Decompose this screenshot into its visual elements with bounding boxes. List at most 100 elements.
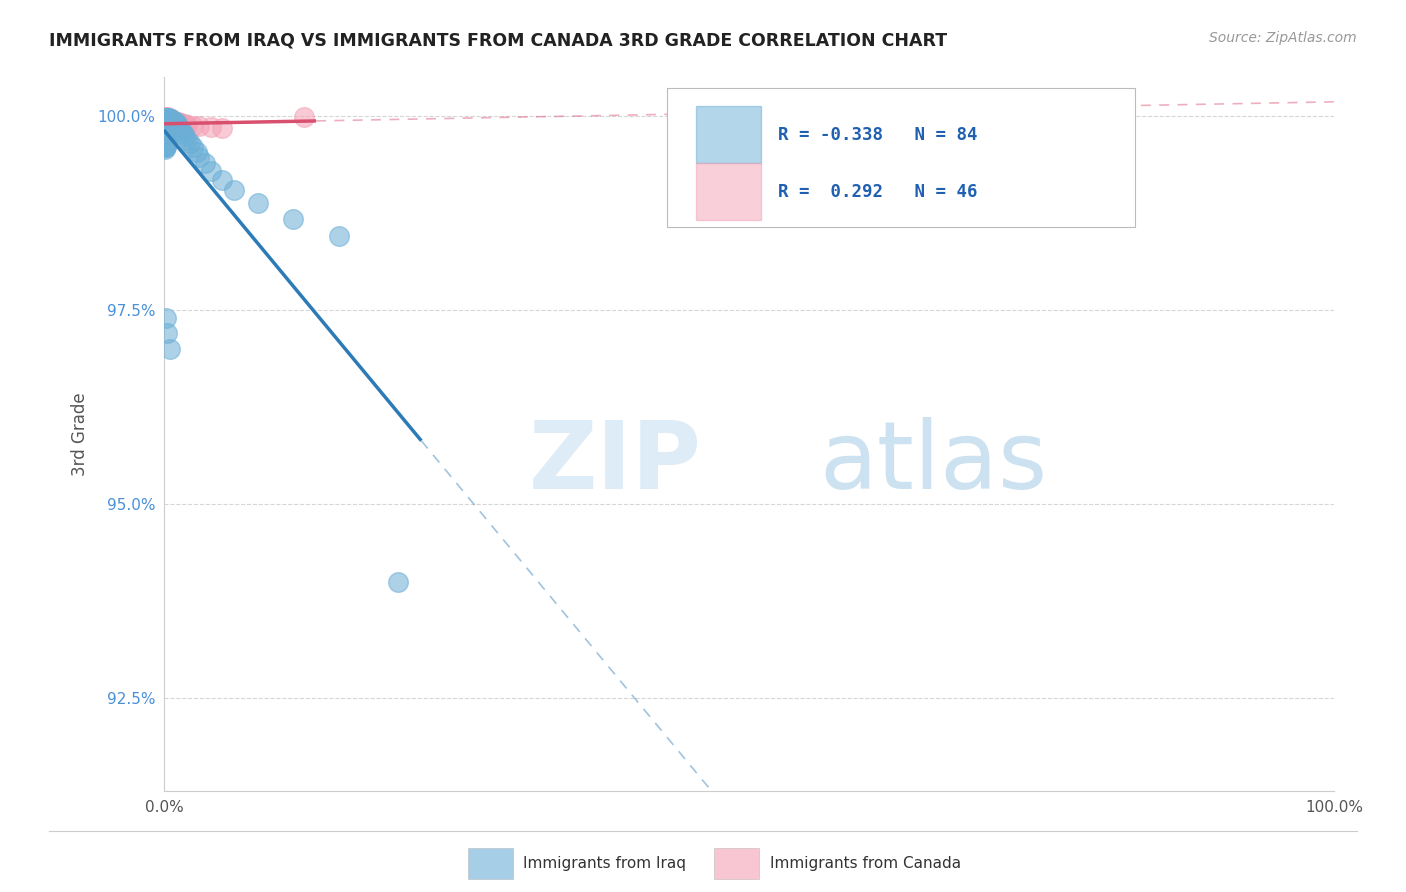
Point [162, 114, 184, 128]
Point [157, 114, 180, 128]
Point [155, 310, 177, 325]
Point [292, 110, 315, 124]
Point [188, 150, 211, 164]
Point [156, 129, 179, 144]
Point [155, 113, 177, 128]
Point [157, 126, 180, 140]
Point [160, 116, 183, 130]
Point [170, 123, 193, 137]
Point [155, 111, 177, 125]
Text: ZIP: ZIP [529, 417, 702, 508]
Point [155, 118, 177, 132]
Point [157, 111, 180, 125]
Point [181, 140, 204, 154]
Point [153, 118, 176, 132]
Point [155, 124, 177, 138]
Point [153, 137, 176, 152]
Point [153, 128, 176, 142]
Point [156, 113, 179, 128]
Point [328, 229, 350, 244]
Point [153, 142, 176, 156]
Point [153, 134, 176, 148]
Point [162, 117, 184, 131]
Point [153, 129, 176, 144]
Point [156, 126, 179, 140]
Point [156, 110, 179, 124]
Point [156, 123, 179, 137]
Text: Immigrants from Iraq: Immigrants from Iraq [523, 856, 686, 871]
Point [157, 117, 180, 131]
Text: R =  0.292   N = 46: R = 0.292 N = 46 [778, 183, 977, 201]
Point [156, 111, 179, 125]
Point [172, 126, 194, 140]
Point [153, 115, 176, 129]
Point [246, 196, 269, 211]
Point [167, 115, 190, 129]
Point [155, 112, 177, 127]
Text: Source: ZipAtlas.com: Source: ZipAtlas.com [1209, 31, 1357, 45]
Point [153, 122, 176, 136]
Point [155, 122, 177, 136]
Point [160, 113, 183, 128]
Point [165, 115, 187, 129]
Point [153, 117, 176, 131]
Point [224, 183, 246, 197]
Point [153, 111, 176, 125]
Point [153, 120, 176, 134]
Point [160, 119, 183, 133]
Point [387, 574, 409, 589]
Point [167, 119, 190, 133]
FancyBboxPatch shape [696, 163, 761, 220]
Point [159, 114, 181, 128]
Point [160, 112, 183, 127]
Text: R = -0.338   N = 84: R = -0.338 N = 84 [778, 126, 977, 144]
Point [153, 114, 176, 128]
Point [153, 138, 176, 153]
Point [157, 119, 180, 133]
Point [153, 120, 176, 135]
Point [153, 140, 176, 154]
Point [165, 114, 187, 128]
Point [170, 116, 193, 130]
Point [194, 155, 217, 169]
Point [155, 114, 177, 128]
Point [281, 211, 304, 226]
Point [153, 119, 176, 133]
Point [156, 114, 179, 128]
Point [153, 116, 176, 130]
Point [160, 118, 183, 132]
Point [153, 112, 176, 127]
Point [156, 120, 179, 134]
Point [155, 140, 177, 154]
Point [160, 123, 183, 137]
Point [153, 112, 176, 126]
Point [156, 326, 179, 341]
Point [156, 126, 179, 140]
Point [163, 114, 186, 128]
Point [162, 120, 184, 134]
Point [159, 118, 181, 132]
Point [159, 342, 181, 356]
Point [153, 123, 176, 137]
Point [165, 121, 187, 136]
Point [157, 120, 180, 134]
Point [153, 131, 176, 145]
Point [156, 132, 179, 146]
Point [155, 126, 177, 140]
Point [211, 120, 233, 135]
FancyBboxPatch shape [666, 88, 1135, 227]
Point [181, 119, 204, 133]
Point [153, 113, 176, 128]
Point [174, 129, 197, 144]
Point [153, 132, 176, 146]
Point [156, 117, 179, 131]
Text: Immigrants from Canada: Immigrants from Canada [770, 856, 962, 871]
FancyBboxPatch shape [696, 106, 761, 163]
Point [211, 173, 233, 187]
Point [155, 129, 177, 144]
Point [200, 163, 222, 178]
Point [174, 117, 197, 131]
Point [166, 117, 188, 131]
Point [155, 117, 177, 131]
Point [156, 120, 179, 134]
